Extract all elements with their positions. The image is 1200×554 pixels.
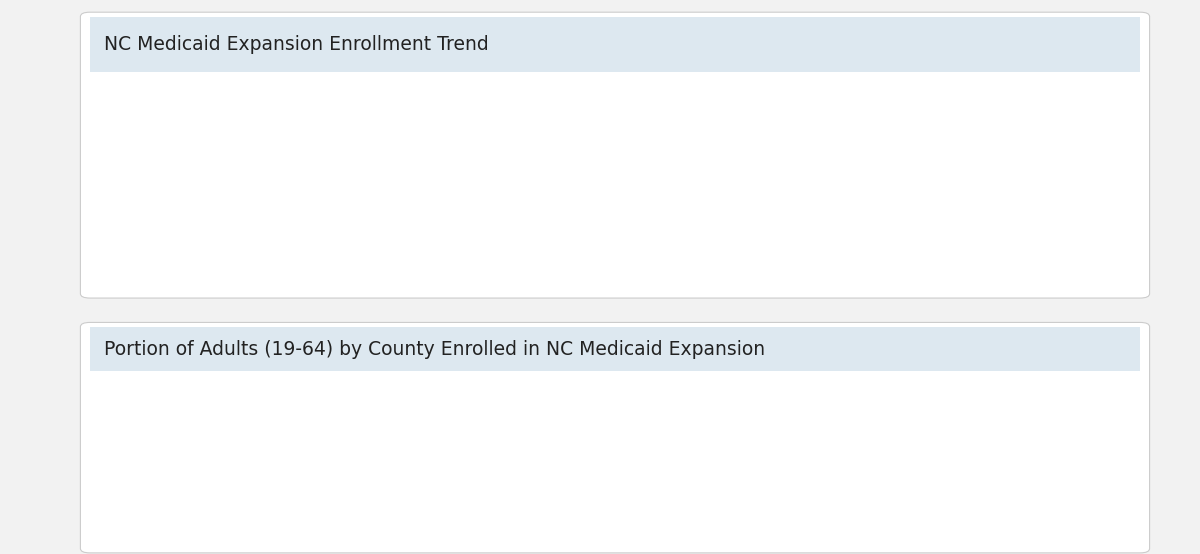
Text: NC Medicaid Expansion Enrollment Trend: NC Medicaid Expansion Enrollment Trend <box>104 35 490 54</box>
Polygon shape <box>116 417 1103 499</box>
Text: Portion of Adults (19-64) by County Enrolled in NC Medicaid Expansion: Portion of Adults (19-64) by County Enro… <box>104 340 766 358</box>
Text: 314,101: 314,101 <box>512 127 575 142</box>
Text: 346,408: 346,408 <box>697 117 760 133</box>
Text: 416,595: 416,595 <box>1020 98 1082 112</box>
Text: 0: 0 <box>184 219 193 234</box>
Text: 272,937: 272,937 <box>328 138 390 154</box>
Text: 385,244: 385,244 <box>882 106 944 121</box>
